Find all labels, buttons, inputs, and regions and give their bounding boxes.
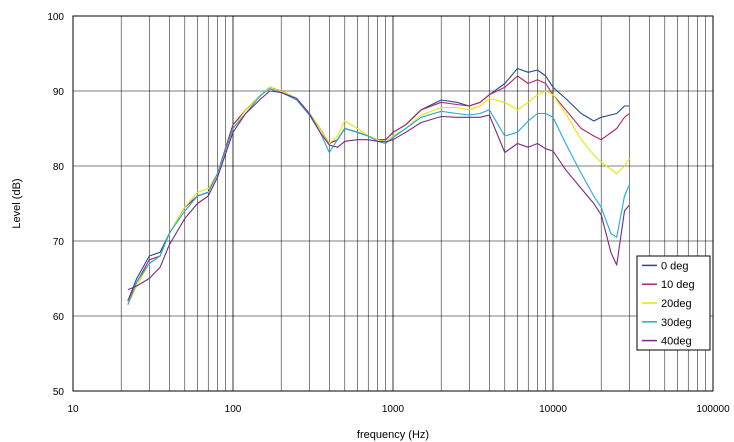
y-tick-label: 50 [53, 387, 65, 398]
series-line-0-deg [127, 67, 630, 302]
legend-label: 10 deg [661, 279, 695, 291]
y-axis-title: Level (dB) [11, 178, 23, 228]
series-line-40deg [127, 90, 630, 291]
legend-label: 30deg [661, 317, 692, 329]
x-tick-label: 10 [67, 404, 79, 415]
x-tick-label: 100 [225, 404, 242, 415]
series-line-30deg [127, 88, 630, 306]
tick-layer: 10 100 1000 10000 100000 50 60 70 80 90 100 [47, 12, 730, 415]
x-tick-label: 10000 [539, 404, 567, 415]
y-tick-label: 60 [53, 312, 65, 323]
x-tick-label: 1000 [382, 404, 405, 415]
y-tick-label: 90 [53, 87, 65, 98]
grid-layer [72, 15, 713, 392]
series-line-20deg [127, 86, 630, 306]
y-tick-label: 100 [47, 12, 64, 23]
legend-label: 0 deg [661, 260, 689, 272]
x-axis-title: frequency (Hz) [357, 429, 429, 441]
y-tick-label: 80 [53, 162, 65, 173]
legend: 0 deg 10 deg 20deg 30deg 40deg [636, 255, 711, 351]
legend-label: 40deg [661, 336, 692, 348]
y-tick-label: 70 [53, 237, 65, 248]
plot-area-border [72, 15, 714, 392]
x-tick-label: 100000 [696, 404, 730, 415]
series-layer [127, 67, 630, 306]
series-line-10-deg [127, 75, 630, 302]
legend-label: 20deg [661, 298, 692, 310]
